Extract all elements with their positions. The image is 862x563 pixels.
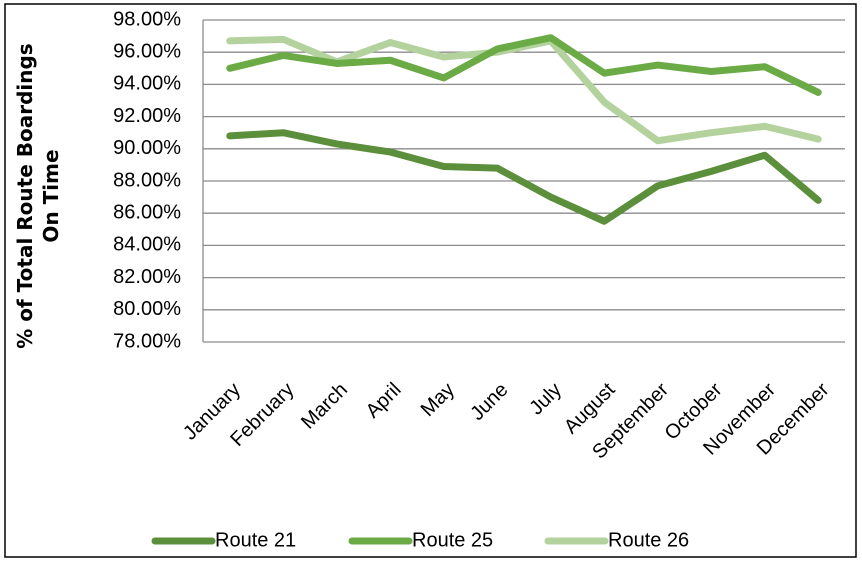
y-tick-label: 88.00% <box>113 169 181 191</box>
y-tick-label: 96.00% <box>113 40 181 62</box>
series-line <box>226 129 822 225</box>
series-line <box>226 34 822 96</box>
y-tick-label: 94.00% <box>113 73 181 95</box>
y-tick-label: 80.00% <box>113 298 181 320</box>
y-tick-label: 90.00% <box>113 137 181 159</box>
chart-border <box>4 3 857 558</box>
legend-label: Route 25 <box>412 529 493 551</box>
legend-label: Route 21 <box>215 529 296 551</box>
y-axis-label: % of Total Route Boardings On Time <box>13 43 63 349</box>
y-tick-label: 98.00% <box>113 8 181 30</box>
legend-label: Route 26 <box>608 529 689 551</box>
y-tick-label: 86.00% <box>113 201 181 223</box>
y-axis-label-box: % of Total Route Boardings On Time <box>13 43 63 349</box>
y-tick-label: 84.00% <box>113 234 181 256</box>
y-tick-label: 82.00% <box>113 266 181 288</box>
y-tick-label: 78.00% <box>113 330 181 352</box>
y-tick-label: 92.00% <box>113 105 181 127</box>
